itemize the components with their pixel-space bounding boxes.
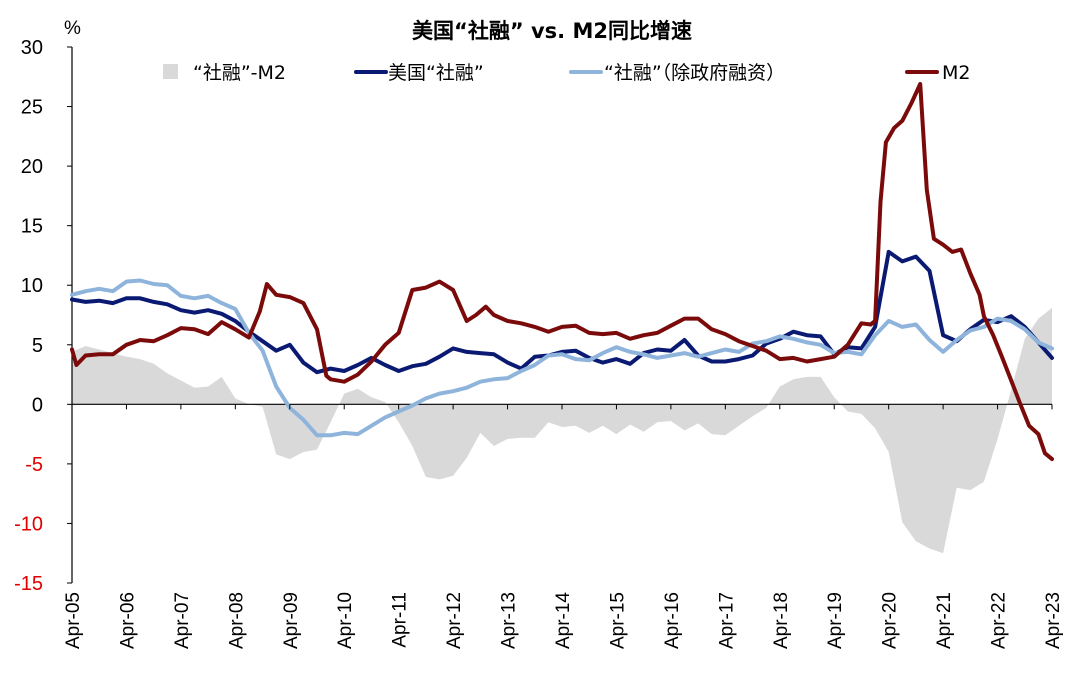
legend-swatch-area: [163, 64, 178, 79]
legend-label: 美国“社融”: [388, 62, 484, 84]
y-axis-unit: %: [64, 18, 81, 39]
y-tick-label: 5: [32, 335, 43, 357]
x-tick-label: Apr-21: [934, 592, 955, 649]
x-tick-label: Apr-17: [716, 592, 737, 649]
x-tick-label: Apr-11: [390, 592, 411, 648]
chart-title: 美国“社融” vs. M2同比增速: [412, 19, 692, 43]
x-tick-label: Apr-18: [771, 592, 792, 649]
x-tick-label: Apr-07: [172, 592, 193, 649]
x-tick-label: Apr-10: [335, 592, 356, 649]
x-tick-label: Apr-14: [553, 592, 574, 649]
x-axis-ticks: Apr-05 Apr-06 Apr-07 Apr-08 Apr-09 Apr-10 Apr-…: [63, 404, 1064, 649]
y-tick-label: 30: [21, 37, 43, 59]
y-tick-label: -15: [14, 573, 43, 595]
y-tick-label: -10: [14, 513, 43, 535]
x-tick-label: Apr-06: [117, 592, 138, 649]
y-tick-label: -5: [25, 454, 43, 476]
series-line-0: [70, 249, 1054, 375]
x-tick-label: Apr-16: [662, 592, 683, 649]
legend-label: “社融”（除政府融资）: [604, 62, 785, 84]
x-tick-label: Apr-12: [444, 592, 465, 649]
x-tick-label: Apr-22: [989, 592, 1010, 649]
y-tick-label: 0: [32, 394, 43, 416]
y-tick-label: 10: [21, 275, 43, 297]
x-tick-label: Apr-15: [607, 592, 628, 649]
area-layer: [72, 307, 1052, 554]
series-line-2: [70, 81, 1054, 462]
legend-label: M2: [942, 62, 970, 84]
y-tick-label: 25: [21, 97, 43, 119]
x-tick-label: Apr-13: [499, 592, 520, 649]
x-tick-label: Apr-08: [226, 592, 247, 649]
y-tick-label: 15: [21, 216, 43, 238]
legend-label: “社融”-M2: [193, 62, 286, 84]
series-line-1: [70, 278, 1054, 438]
x-tick-label: Apr-20: [880, 592, 901, 649]
x-tick-label: Apr-05: [63, 592, 84, 649]
x-tick-label: Apr-09: [281, 592, 302, 649]
x-tick-label: Apr-19: [825, 592, 846, 649]
lines-layer: [70, 81, 1054, 462]
series-area-0: [72, 307, 1052, 554]
y-tick-label: 20: [21, 156, 43, 178]
legend: “社融”-M2 美国“社融” “社融”（除政府融资） M2: [163, 62, 970, 84]
x-tick-label: Apr-23: [1043, 592, 1064, 649]
y-axis-ticks: 30 25 20 15 10 5 0 -5 -10 -15: [14, 37, 72, 595]
